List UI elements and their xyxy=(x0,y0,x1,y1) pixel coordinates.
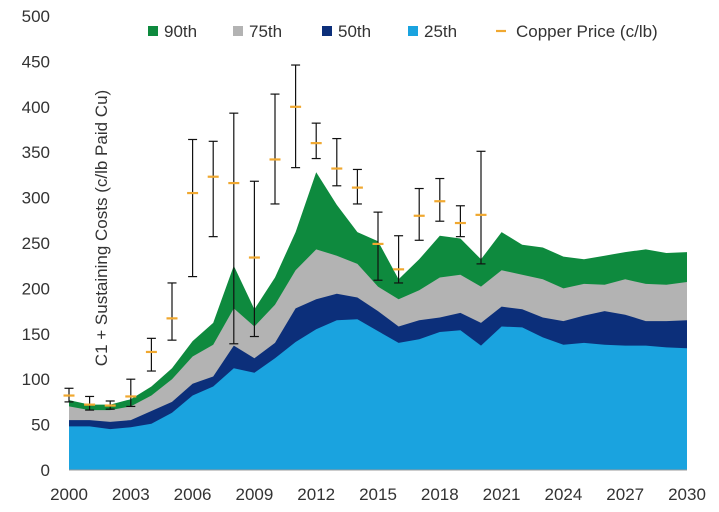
x-tick-label: 2009 xyxy=(235,485,273,504)
price-point xyxy=(187,138,199,278)
price-point xyxy=(372,211,384,281)
price-point xyxy=(269,93,281,205)
x-tick-label: 2000 xyxy=(50,485,88,504)
y-tick-label: 50 xyxy=(31,416,50,435)
x-tick-label: 2030 xyxy=(668,485,706,504)
legend-label: Copper Price (c/lb) xyxy=(516,22,658,41)
y-tick-label: 350 xyxy=(22,143,50,162)
y-tick-label: 200 xyxy=(22,279,50,298)
price-point xyxy=(125,378,137,408)
y-tick-label: 500 xyxy=(22,7,50,26)
x-tick-label: 2015 xyxy=(359,485,397,504)
x-tick-label: 2027 xyxy=(606,485,644,504)
price-point xyxy=(84,395,96,411)
legend-item: 25th xyxy=(408,22,457,41)
x-tick-label: 2021 xyxy=(483,485,521,504)
legend-item: 75th xyxy=(233,22,282,41)
legend-label: 25th xyxy=(424,22,457,41)
y-tick-label: 300 xyxy=(22,189,50,208)
price-point xyxy=(454,205,466,238)
y-tick-label: 150 xyxy=(22,325,50,344)
x-tick-label: 2003 xyxy=(112,485,150,504)
y-axis-label: C1 + Sustaining Costs (c/lb Paid Cu) xyxy=(92,90,111,366)
price-point xyxy=(248,180,260,338)
price-point xyxy=(434,177,446,222)
x-tick-label: 2012 xyxy=(297,485,335,504)
legend-swatch xyxy=(322,26,332,36)
price-point xyxy=(393,235,405,284)
y-tick-labels: 0 50 100 150 200 250 300 350 400 450 500 xyxy=(22,7,50,480)
price-point xyxy=(290,64,302,169)
area-layers xyxy=(69,172,687,470)
price-point xyxy=(228,112,240,345)
y-tick-label: 0 xyxy=(41,461,50,480)
price-point xyxy=(331,137,343,187)
price-point xyxy=(145,337,157,372)
price-point xyxy=(413,187,425,241)
legend-swatch xyxy=(233,26,243,36)
legend-label: 75th xyxy=(249,22,282,41)
legend-swatch xyxy=(408,26,418,36)
price-point xyxy=(104,400,116,410)
area-25th xyxy=(69,319,687,470)
x-tick-labels: 2000 2003 2006 2009 2012 2015 2018 2021 2024 2027… xyxy=(50,485,706,504)
x-tick-label: 2018 xyxy=(421,485,459,504)
price-point xyxy=(207,140,219,238)
legend-swatch xyxy=(148,26,158,36)
price-point xyxy=(310,122,322,160)
y-tick-label: 450 xyxy=(22,52,50,71)
x-tick-label: 2006 xyxy=(174,485,212,504)
copper-price-markers xyxy=(63,64,487,411)
legend: 90th 75th 50th 25th Copper Price (c/lb) xyxy=(148,22,658,41)
legend-label: 90th xyxy=(164,22,197,41)
legend-item: 50th xyxy=(322,22,371,41)
legend-item: 90th xyxy=(148,22,197,41)
y-tick-label: 400 xyxy=(22,98,50,117)
price-point xyxy=(351,168,363,205)
price-point xyxy=(63,387,75,403)
legend-label: 50th xyxy=(338,22,371,41)
y-tick-label: 100 xyxy=(22,370,50,389)
price-point xyxy=(166,282,178,341)
price-point xyxy=(475,150,487,265)
x-tick-label: 2024 xyxy=(544,485,582,504)
y-tick-label: 250 xyxy=(22,234,50,253)
legend-item: Copper Price (c/lb) xyxy=(496,22,658,41)
